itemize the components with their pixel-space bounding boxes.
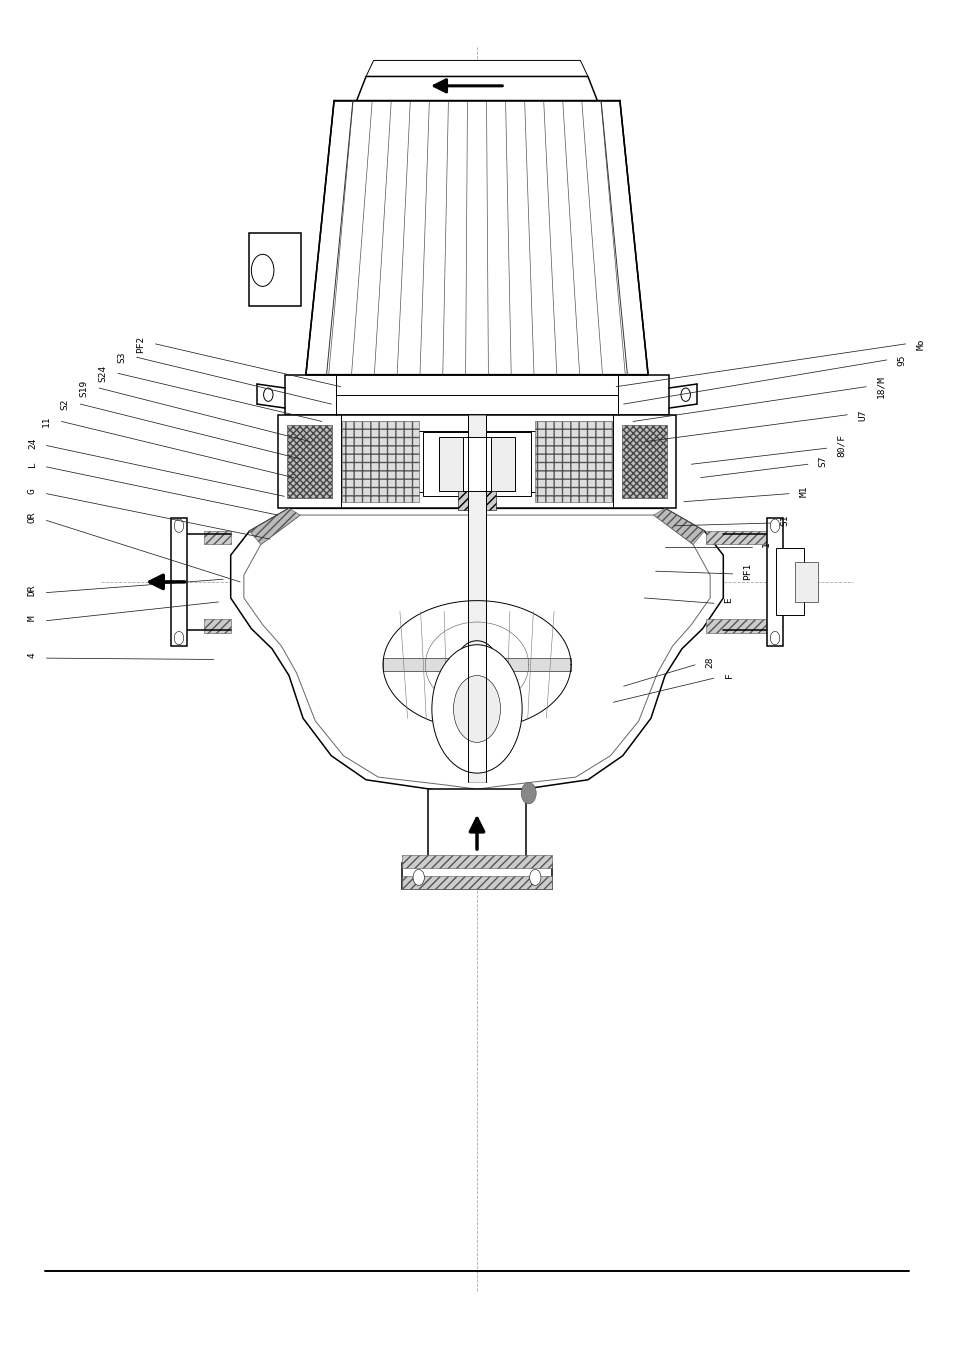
Text: PF1: PF1 (742, 562, 752, 580)
Text: 18/M: 18/M (876, 376, 884, 399)
Polygon shape (382, 658, 571, 671)
Circle shape (174, 519, 184, 532)
Bar (462, 438, 491, 490)
Text: 24: 24 (28, 438, 37, 449)
Bar (287, 426, 332, 497)
Bar (428, 789, 525, 866)
Circle shape (453, 676, 500, 742)
Text: E: E (723, 597, 733, 604)
Text: S1: S1 (781, 515, 789, 526)
Bar (250, 232, 301, 307)
Bar (285, 374, 668, 415)
Circle shape (251, 254, 274, 286)
Circle shape (520, 782, 536, 804)
Bar (171, 517, 187, 646)
Text: DR: DR (28, 584, 37, 596)
Polygon shape (653, 508, 703, 544)
Bar (535, 422, 612, 501)
Bar (766, 517, 782, 646)
Circle shape (680, 388, 690, 401)
Text: S24: S24 (98, 365, 108, 382)
Circle shape (529, 870, 540, 885)
Circle shape (263, 388, 273, 401)
Text: M1: M1 (799, 485, 808, 497)
Bar (422, 432, 531, 496)
Text: OR: OR (28, 512, 37, 523)
Text: Mo: Mo (915, 338, 924, 350)
Text: 1: 1 (761, 542, 770, 547)
Bar (705, 531, 766, 544)
Bar (401, 855, 552, 869)
Bar (705, 619, 766, 632)
Bar (277, 415, 676, 508)
Circle shape (432, 644, 521, 773)
Bar (341, 422, 418, 501)
Text: S3: S3 (117, 351, 126, 363)
Text: U7: U7 (857, 409, 866, 420)
Polygon shape (231, 508, 722, 796)
Circle shape (769, 631, 779, 644)
Bar (401, 875, 552, 889)
Circle shape (174, 631, 184, 644)
Text: 4: 4 (28, 653, 37, 658)
Bar (775, 549, 803, 615)
Text: 95: 95 (897, 354, 905, 366)
Bar (467, 415, 486, 782)
Bar (794, 562, 818, 603)
Bar (204, 619, 231, 632)
Text: L: L (28, 461, 37, 467)
Text: 11: 11 (42, 416, 51, 427)
Bar (204, 531, 231, 544)
Bar (439, 438, 514, 490)
Text: M: M (28, 615, 37, 621)
Text: PF2: PF2 (135, 335, 145, 353)
Bar (457, 490, 496, 509)
Text: S2: S2 (61, 399, 70, 409)
Text: S7: S7 (818, 455, 826, 467)
Text: 28: 28 (705, 657, 714, 667)
Polygon shape (366, 61, 587, 77)
Bar (401, 863, 552, 889)
Polygon shape (250, 508, 300, 544)
Text: S19: S19 (79, 380, 89, 397)
Circle shape (769, 519, 779, 532)
Polygon shape (306, 100, 647, 374)
Bar (621, 426, 666, 497)
Circle shape (413, 870, 424, 885)
Polygon shape (356, 77, 597, 100)
Polygon shape (244, 515, 709, 789)
Text: F: F (723, 673, 733, 678)
Text: G: G (28, 488, 37, 494)
Text: 80/F: 80/F (837, 434, 845, 457)
